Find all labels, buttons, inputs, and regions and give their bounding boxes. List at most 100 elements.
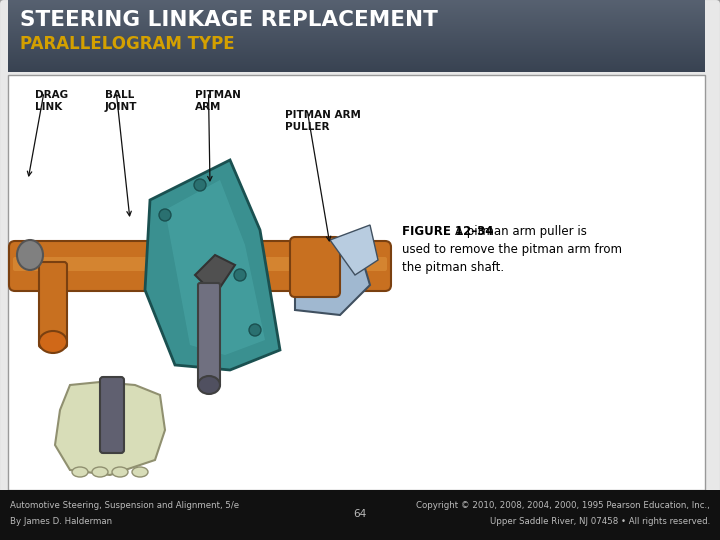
- Bar: [8, 45, 705, 46]
- Ellipse shape: [194, 179, 206, 191]
- Bar: [8, 8, 705, 9]
- Ellipse shape: [92, 467, 108, 477]
- Bar: [8, 58, 705, 59]
- Bar: [8, 75, 705, 490]
- Bar: [8, 32, 705, 33]
- Bar: [8, 30, 705, 31]
- Ellipse shape: [112, 467, 128, 477]
- Text: FIGURE 12–34: FIGURE 12–34: [402, 225, 493, 238]
- Bar: [8, 3, 705, 4]
- Bar: [8, 14, 705, 15]
- Bar: [8, 57, 705, 58]
- Bar: [8, 62, 705, 63]
- Bar: [8, 1, 705, 2]
- Bar: [8, 38, 705, 39]
- Bar: [8, 43, 705, 44]
- Bar: [8, 29, 705, 30]
- Bar: [8, 68, 705, 69]
- Bar: [8, 33, 705, 34]
- Ellipse shape: [72, 467, 88, 477]
- Bar: [8, 66, 705, 67]
- Bar: [8, 69, 705, 70]
- Bar: [8, 67, 705, 68]
- Bar: [8, 65, 705, 66]
- Ellipse shape: [234, 269, 246, 281]
- Bar: [8, 25, 705, 26]
- Text: BALL
JOINT: BALL JOINT: [105, 90, 138, 112]
- Text: A pitman arm puller is: A pitman arm puller is: [455, 225, 587, 238]
- Bar: [8, 34, 705, 35]
- Text: Copyright © 2010, 2008, 2004, 2000, 1995 Pearson Education, Inc.,: Copyright © 2010, 2008, 2004, 2000, 1995…: [416, 501, 710, 510]
- Bar: [8, 6, 705, 7]
- Bar: [8, 7, 705, 8]
- Bar: [8, 53, 705, 54]
- Text: PITMAN
ARM: PITMAN ARM: [195, 90, 241, 112]
- Bar: [8, 52, 705, 53]
- Polygon shape: [330, 225, 378, 275]
- Bar: [8, 0, 705, 1]
- Bar: [8, 71, 705, 72]
- Bar: [8, 39, 705, 40]
- Polygon shape: [295, 235, 370, 315]
- Bar: [8, 26, 705, 27]
- Bar: [8, 2, 705, 3]
- Bar: [8, 15, 705, 16]
- Bar: [0, 490, 720, 540]
- Bar: [8, 28, 705, 29]
- Bar: [8, 51, 705, 52]
- Bar: [8, 54, 705, 55]
- Bar: [8, 23, 705, 24]
- Polygon shape: [165, 180, 265, 355]
- Bar: [8, 48, 705, 49]
- Bar: [8, 37, 705, 38]
- Bar: [8, 36, 705, 37]
- Ellipse shape: [249, 324, 261, 336]
- Ellipse shape: [159, 209, 171, 221]
- Bar: [8, 46, 705, 47]
- Ellipse shape: [198, 376, 220, 394]
- Text: By James D. Halderman: By James D. Halderman: [10, 517, 112, 526]
- Bar: [8, 11, 705, 12]
- Text: used to remove the pitman arm from: used to remove the pitman arm from: [402, 243, 622, 256]
- Bar: [8, 56, 705, 57]
- Text: Upper Saddle River, NJ 07458 • All rights reserved.: Upper Saddle River, NJ 07458 • All right…: [490, 517, 710, 526]
- Bar: [8, 59, 705, 60]
- Bar: [8, 41, 705, 42]
- Bar: [8, 55, 705, 56]
- Bar: [8, 31, 705, 32]
- Bar: [8, 9, 705, 10]
- Bar: [8, 20, 705, 21]
- Bar: [8, 42, 705, 43]
- Text: PARALLELOGRAM TYPE: PARALLELOGRAM TYPE: [20, 35, 235, 53]
- Ellipse shape: [17, 240, 43, 270]
- Polygon shape: [55, 382, 165, 475]
- Bar: [8, 13, 705, 14]
- Bar: [8, 49, 705, 50]
- Polygon shape: [145, 160, 280, 370]
- FancyBboxPatch shape: [198, 283, 220, 387]
- Text: DRAG
LINK: DRAG LINK: [35, 90, 68, 112]
- Bar: [8, 4, 705, 5]
- Ellipse shape: [39, 331, 67, 353]
- Bar: [8, 40, 705, 41]
- FancyBboxPatch shape: [0, 0, 720, 503]
- Text: 64: 64: [354, 509, 366, 519]
- Bar: [8, 24, 705, 25]
- Bar: [8, 22, 705, 23]
- Text: PITMAN ARM
PULLER: PITMAN ARM PULLER: [285, 110, 361, 132]
- Bar: [8, 47, 705, 48]
- Bar: [8, 18, 705, 19]
- FancyBboxPatch shape: [13, 257, 387, 271]
- FancyBboxPatch shape: [100, 377, 124, 453]
- Ellipse shape: [132, 467, 148, 477]
- Text: Automotive Steering, Suspension and Alignment, 5/e: Automotive Steering, Suspension and Alig…: [10, 501, 239, 510]
- Bar: [8, 10, 705, 11]
- FancyBboxPatch shape: [9, 241, 391, 291]
- Bar: [8, 21, 705, 22]
- Bar: [8, 64, 705, 65]
- Bar: [8, 5, 705, 6]
- Bar: [8, 63, 705, 64]
- Text: STEERING LINKAGE REPLACEMENT: STEERING LINKAGE REPLACEMENT: [20, 10, 438, 30]
- FancyBboxPatch shape: [39, 262, 67, 348]
- Bar: [8, 27, 705, 28]
